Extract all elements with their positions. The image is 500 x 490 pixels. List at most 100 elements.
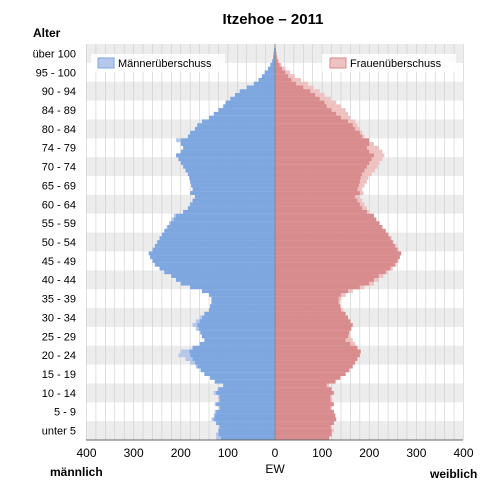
male-surplus-bar: [195, 326, 199, 331]
female-bar: [275, 81, 297, 86]
female-surplus-bar: [371, 157, 383, 162]
male-bar: [192, 187, 275, 192]
x-center-label: EW: [265, 462, 285, 476]
male-bar: [216, 390, 275, 395]
male-bar: [209, 304, 275, 309]
x-tick-label: 200: [171, 446, 191, 460]
base-bars: [148, 44, 402, 441]
female-surplus-bar: [285, 70, 291, 75]
male-bar: [211, 300, 275, 305]
male-bar: [180, 149, 275, 154]
female-bar: [275, 168, 365, 173]
female-surplus-bar: [355, 126, 360, 131]
x-right-label: weiblich: [429, 467, 477, 481]
male-bar: [192, 357, 275, 361]
male-bar: [201, 119, 275, 124]
male-surplus-bar: [199, 315, 202, 320]
female-surplus-bar: [378, 274, 384, 278]
female-bar: [275, 394, 331, 399]
male-surplus-bar: [214, 402, 217, 407]
female-bar: [275, 51, 277, 56]
female-bar: [275, 145, 367, 150]
x-left-label: männlich: [50, 465, 103, 479]
male-bar: [264, 70, 275, 75]
male-bar: [187, 206, 275, 211]
male-bar: [197, 323, 275, 328]
male-bar: [194, 194, 275, 199]
female-bar: [275, 240, 393, 245]
female-surplus-bar: [357, 198, 363, 203]
male-bar: [239, 89, 275, 94]
female-surplus-bar: [350, 341, 356, 346]
male-bar: [176, 277, 275, 282]
male-bar: [219, 398, 275, 403]
male-bar: [220, 436, 275, 441]
male-bar: [204, 311, 275, 316]
female-bar: [275, 277, 374, 282]
female-surplus-bar: [369, 149, 383, 154]
female-surplus-bar: [335, 379, 337, 384]
x-tick-label: 100: [218, 446, 238, 460]
male-bar: [189, 176, 275, 180]
age-group-label: 84 - 89: [42, 105, 76, 117]
female-surplus-bar: [362, 134, 365, 139]
female-bar: [275, 372, 346, 377]
male-bar: [164, 228, 275, 233]
legend-male-box: [91, 54, 225, 72]
female-surplus-bar: [279, 62, 282, 67]
female-bar: [275, 292, 341, 297]
male-surplus-bar: [216, 436, 221, 441]
male-bar: [180, 142, 275, 146]
male-bar: [201, 289, 275, 294]
female-bar: [275, 209, 367, 214]
female-surplus-bar: [360, 176, 369, 180]
female-surplus-bar: [358, 183, 365, 188]
female-bar: [275, 326, 352, 331]
female-surplus-bar: [303, 85, 314, 90]
female-bar: [275, 330, 350, 335]
female-bar: [275, 323, 353, 328]
female-surplus-bar: [362, 206, 367, 211]
male-bar: [154, 243, 275, 248]
age-group-label: 25 - 29: [42, 331, 76, 343]
female-bar: [275, 232, 389, 237]
male-bar: [190, 202, 275, 207]
female-bar: [275, 77, 292, 82]
age-group-label: 45 - 49: [42, 256, 76, 268]
male-bar: [218, 387, 275, 392]
x-tick-label: 400: [76, 446, 96, 460]
x-tick-label: 100: [312, 446, 332, 460]
female-bar: [275, 134, 363, 139]
female-bar: [275, 130, 360, 135]
female-surplus-bar: [359, 285, 365, 290]
female-surplus-bar: [395, 243, 397, 248]
male-bar: [246, 85, 275, 90]
female-bar: [275, 308, 341, 312]
male-surplus-bar: [213, 413, 215, 418]
male-surplus-bar: [217, 387, 219, 392]
female-surplus-bar: [369, 160, 380, 165]
male-bar: [164, 270, 275, 275]
female-bar: [275, 258, 398, 263]
female-bar: [275, 111, 337, 116]
male-bar: [204, 338, 275, 343]
female-surplus-bar: [373, 153, 385, 158]
male-bar: [211, 296, 275, 301]
female-bar: [275, 334, 349, 339]
female-bar: [275, 183, 359, 188]
male-bar: [253, 81, 275, 86]
female-bar: [275, 55, 277, 60]
female-bar: [275, 213, 374, 218]
male-bar: [176, 153, 275, 158]
male-bar: [190, 353, 275, 358]
female-bar: [275, 341, 351, 346]
female-bar: [275, 191, 360, 196]
male-bar: [225, 100, 275, 105]
female-surplus-bar: [366, 145, 379, 150]
female-bar: [275, 153, 374, 158]
age-group-label: 95 - 100: [36, 67, 76, 79]
female-bar: [275, 236, 391, 241]
surplus-bars: [166, 55, 399, 441]
male-bar: [161, 232, 275, 237]
female-surplus-bar: [330, 406, 332, 410]
